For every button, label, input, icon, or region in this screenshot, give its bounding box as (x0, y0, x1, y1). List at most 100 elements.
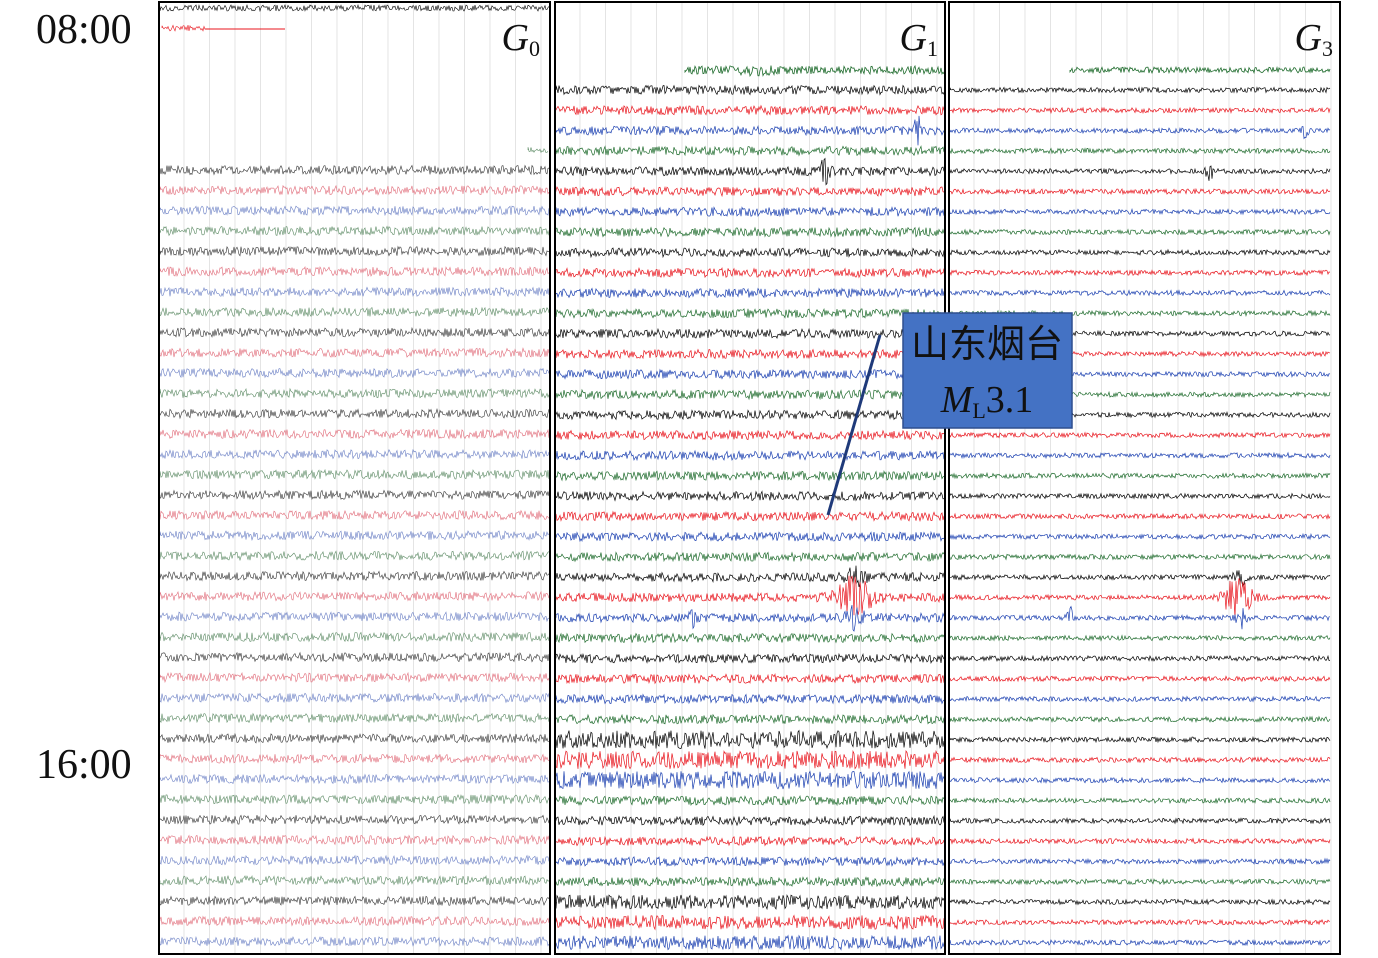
callout-pointer (826, 334, 882, 516)
waveform (555, 914, 945, 931)
waveform (949, 796, 1331, 804)
waveform (949, 654, 1331, 663)
waveform (949, 898, 1331, 906)
waveform (159, 509, 550, 521)
waveform (555, 814, 945, 827)
waveform (555, 348, 945, 360)
waveform (555, 205, 945, 218)
waveform (949, 756, 1331, 764)
waveform (555, 530, 945, 543)
waveform (159, 570, 550, 582)
waveform (159, 611, 550, 623)
waveform (555, 226, 945, 238)
waveform (555, 729, 945, 750)
waveform (159, 692, 550, 704)
waveform (555, 632, 945, 644)
waveform (159, 306, 550, 318)
waveform (159, 489, 550, 501)
waveform (949, 187, 1331, 196)
traces (159, 3, 1332, 953)
waveform (949, 228, 1331, 236)
panel-letter: G (502, 17, 529, 59)
waveform (159, 631, 550, 643)
waveform (159, 773, 550, 785)
waveform (555, 856, 945, 867)
waveform (555, 490, 945, 502)
panel-frame (158, 1, 551, 955)
waveform (555, 157, 945, 186)
waveform (159, 874, 550, 887)
waveform (949, 817, 1331, 825)
waveform (949, 147, 1331, 155)
waveform (949, 269, 1331, 277)
waveform (159, 347, 550, 358)
waveform (555, 429, 945, 441)
waveform (555, 327, 945, 340)
waveform (555, 794, 945, 807)
waveform (555, 388, 945, 401)
panel-subscript: 0 (529, 36, 540, 61)
magnitude-value: 3.1 (986, 379, 1034, 421)
waveform (159, 671, 550, 684)
waveform (555, 713, 945, 725)
waveform (555, 575, 945, 616)
waveform (159, 834, 550, 846)
waveform (949, 553, 1331, 561)
waveform (159, 468, 550, 480)
panel-frame (948, 1, 1341, 955)
panel-label: G0 (502, 17, 540, 61)
waveform (159, 854, 550, 866)
callout-place: 山东烟台 (911, 324, 1063, 366)
waveform (949, 289, 1331, 297)
waveform (159, 367, 550, 379)
waveform (949, 675, 1331, 683)
waveform (949, 492, 1331, 500)
waveform (949, 471, 1331, 480)
waveform (159, 164, 550, 176)
panel-label: G3 (1295, 17, 1333, 61)
waveform (159, 590, 550, 602)
waveform (949, 431, 1331, 439)
waveform (159, 530, 550, 542)
waveform (555, 470, 945, 482)
waveform (949, 165, 1331, 181)
waveform (159, 326, 550, 338)
waveform (949, 532, 1331, 541)
waveform (949, 938, 1331, 947)
waveform (159, 428, 550, 440)
waveform (555, 551, 945, 563)
waveform (949, 451, 1331, 460)
panel-frame (554, 1, 946, 955)
waveform (159, 387, 550, 399)
waveform (555, 876, 945, 888)
waveform (949, 106, 1331, 115)
waveform (1069, 65, 1331, 75)
waveform (159, 408, 550, 420)
waveform (555, 652, 945, 664)
magnitude-subscript: L (972, 398, 985, 423)
waveform (159, 814, 550, 825)
waveform (684, 64, 945, 78)
waveform (159, 895, 550, 907)
waveform (949, 715, 1331, 723)
magnitude-symbol: M (940, 379, 975, 421)
waveform (159, 753, 550, 765)
waveform (949, 776, 1331, 784)
waveform (949, 605, 1330, 630)
waveform (949, 634, 1331, 642)
waveform (949, 126, 1331, 140)
waveform (555, 115, 945, 146)
waveform (949, 248, 1331, 256)
waveform (949, 837, 1331, 845)
waveform (159, 286, 550, 298)
waveform (159, 550, 550, 562)
waveform (555, 84, 945, 96)
waveform (555, 409, 945, 421)
waveform (949, 578, 1331, 618)
waveform (159, 651, 550, 663)
time-label: 08:00 (36, 7, 132, 53)
waveform (159, 936, 550, 947)
panel-letter: G (1295, 17, 1322, 59)
